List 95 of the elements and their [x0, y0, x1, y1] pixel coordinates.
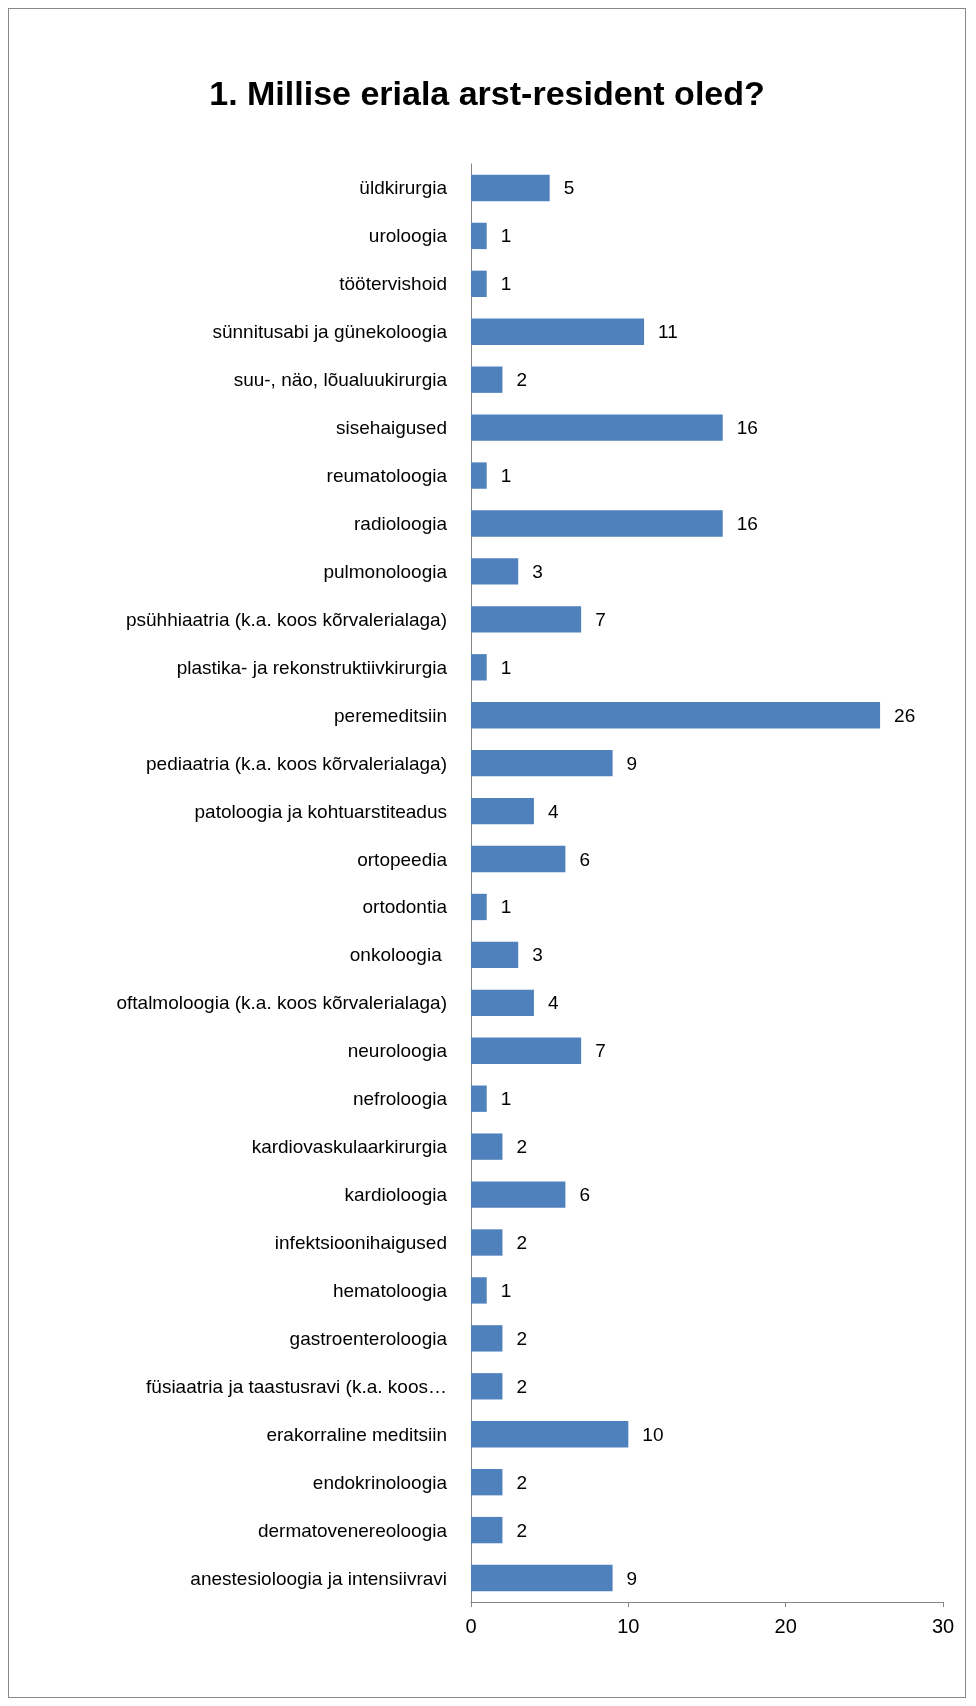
bar: [471, 797, 534, 825]
data-label: 2: [516, 1471, 528, 1493]
data-label: 1: [500, 896, 512, 918]
data-label: 2: [516, 1136, 528, 1158]
bar: [471, 1229, 503, 1256]
y-tick-label: üldkirurgia: [359, 177, 448, 199]
data-label: 1: [500, 1279, 512, 1301]
bar: [471, 702, 881, 729]
x-tick-label: 20: [774, 1615, 797, 1637]
y-tick-label: radioloogia: [354, 513, 448, 534]
data-label: 2: [516, 1232, 528, 1253]
y-tick-label: sünnitusabi ja günekoloogia: [212, 321, 448, 343]
data-label: 2: [516, 1519, 528, 1541]
y-tick-label: nefroloogia: [352, 1088, 448, 1110]
bar: [471, 989, 534, 1017]
bar: [471, 270, 487, 298]
data-label: 4: [547, 992, 559, 1014]
data-label: 7: [595, 1040, 606, 1062]
bar: [471, 1181, 566, 1208]
y-tick-label: onkoloogia: [349, 944, 447, 966]
data-label: 1: [500, 225, 512, 247]
bar: [471, 462, 487, 489]
data-label: 16: [736, 513, 758, 534]
bar: [471, 1325, 503, 1352]
data-label: 2: [516, 1375, 528, 1397]
data-label: 1: [500, 656, 512, 678]
bar: [471, 1516, 503, 1544]
data-label: 11: [658, 321, 678, 343]
y-tick-label: pulmonoloogia: [323, 560, 448, 582]
data-label: 2: [516, 1327, 528, 1349]
y-tick-label: füsiaatria ja taastusravi (k.a. koos…: [146, 1375, 447, 1397]
y-tick-label: peremeditsiin: [334, 704, 447, 726]
data-label: 16: [736, 417, 758, 439]
bar: [471, 654, 487, 681]
y-tick-label: töötervishoid: [339, 273, 447, 295]
bar: [471, 318, 645, 345]
x-tick-label: 10: [617, 1615, 640, 1637]
y-tick-label: kardiovaskulaarkirurgia: [251, 1136, 448, 1158]
bar: [471, 749, 613, 777]
data-label: 9: [626, 1567, 638, 1589]
bar: [471, 510, 723, 537]
data-label: 6: [579, 848, 590, 870]
y-tick-label: plastika- ja rekonstruktiivkirurgia: [176, 656, 448, 678]
chart-title: 1. Millise eriala arst-resident oled?: [209, 74, 765, 112]
bar: [471, 1037, 582, 1064]
x-tick-label: 0: [465, 1615, 477, 1637]
bar: [471, 606, 582, 633]
data-label: 10: [642, 1423, 664, 1445]
y-tick-label: reumatoloogia: [326, 465, 448, 487]
bar: [471, 414, 723, 441]
bar: [471, 893, 487, 921]
y-tick-label: suu-, näo, lõualuukirurgia: [233, 369, 448, 391]
y-tick-label: hematoloogia: [332, 1279, 448, 1301]
y-tick-label: psühhiaatria (k.a. koos kõrvalerialaga): [125, 608, 447, 630]
bar: [471, 366, 503, 393]
y-tick-label: dermatovenereoloogia: [257, 1519, 448, 1541]
bar: [471, 222, 487, 250]
data-label: 1: [500, 465, 512, 487]
y-tick-label: neuroloogia: [347, 1040, 448, 1062]
data-label: 1: [500, 1088, 512, 1110]
data-label: 26: [894, 704, 916, 726]
bar: [471, 1421, 629, 1448]
y-tick-label: pediaatria (k.a. koos kõrvalerialaga): [146, 752, 447, 774]
bar: [471, 1468, 503, 1496]
y-tick-label: ortodontia: [362, 896, 448, 918]
bar: [471, 1133, 503, 1160]
bar: [471, 174, 550, 202]
y-tick-label: sisehaigused: [336, 417, 447, 439]
bar: [471, 1085, 487, 1112]
y-tick-label: uroloogia: [368, 225, 448, 247]
data-label: 2: [516, 369, 528, 391]
bar: [471, 941, 519, 969]
data-label: 7: [595, 608, 606, 630]
y-tick-label: endokrinoloogia: [312, 1471, 448, 1493]
data-label: 1: [500, 273, 512, 295]
y-tick-label: kardioloogia: [344, 1184, 448, 1206]
data-label: 5: [563, 177, 575, 199]
data-label: 6: [579, 1184, 590, 1206]
y-tick-label: ortopeedia: [357, 848, 448, 870]
x-tick-label: 30: [931, 1615, 955, 1637]
y-tick-label: oftalmoloogia (k.a. koos kõrvalerialaga): [116, 992, 447, 1014]
data-label: 3: [532, 560, 543, 582]
data-label: 9: [626, 752, 638, 774]
y-tick-label: infektsioonihaigused: [274, 1232, 447, 1253]
bar: [471, 1277, 487, 1304]
y-tick-label: erakorraline meditsiin: [266, 1423, 447, 1445]
y-tick-label: anestesioloogia ja intensiivravi: [190, 1567, 447, 1589]
y-tick-label: gastroenteroloogia: [289, 1327, 448, 1349]
data-label: 4: [547, 800, 559, 822]
bar: [471, 845, 566, 873]
data-label: 3: [532, 944, 543, 966]
bar: [471, 558, 519, 585]
bar: [471, 1564, 613, 1592]
bar: [471, 1373, 503, 1400]
y-tick-label: patoloogia ja kohtuarstiteadus: [194, 800, 447, 822]
